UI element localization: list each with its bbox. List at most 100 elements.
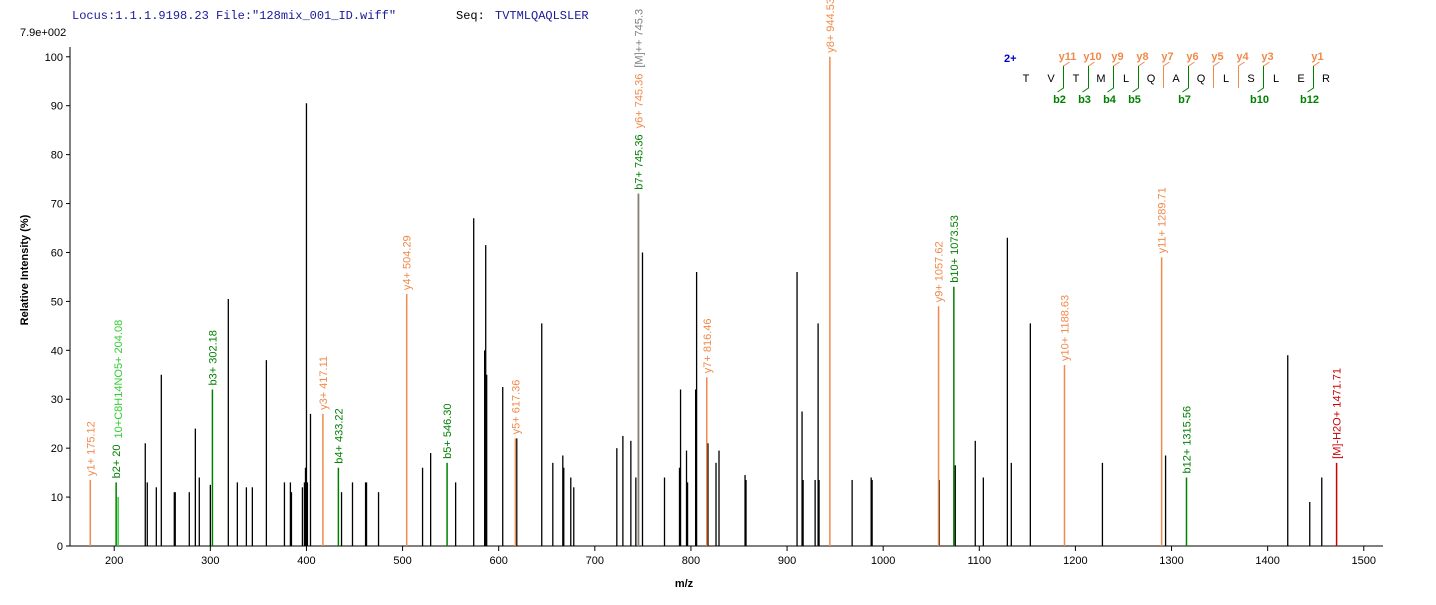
- peak-label: b2+ 20: [111, 444, 123, 478]
- x-tick-label: 1500: [1352, 555, 1376, 567]
- x-tick-label: 1400: [1255, 555, 1279, 567]
- y-ion: y5: [1211, 51, 1223, 63]
- y-ion: y8: [1136, 51, 1148, 63]
- residue: L: [1223, 73, 1229, 85]
- y-bracket: [1163, 61, 1170, 88]
- residue: V: [1047, 73, 1055, 85]
- x-tick-label: 300: [201, 555, 219, 567]
- peak-label: b5+ 546.30: [442, 403, 454, 458]
- b-ion: b5: [1128, 94, 1141, 106]
- x-tick-label: 1300: [1159, 555, 1183, 567]
- residue: Q: [1197, 73, 1206, 85]
- seq: TVTMLQAQLSLER: [495, 9, 589, 23]
- peak-label: b4+ 433.22: [333, 408, 345, 463]
- y-ion: y3: [1261, 51, 1273, 63]
- residue: M: [1096, 73, 1105, 85]
- x-tick-label: 600: [490, 555, 508, 567]
- peak-label: [M]++ 745.3: [633, 9, 645, 68]
- x-tick-label: 900: [778, 555, 796, 567]
- y-bracket: [1238, 61, 1245, 88]
- b-bracket: [1307, 66, 1314, 93]
- peak-label: y6+ 745.36: [633, 74, 645, 129]
- y-ion: y1: [1311, 51, 1323, 63]
- peak-label: y9+ 1057.62: [934, 241, 946, 302]
- peak-label: b12+ 1315.56: [1181, 406, 1193, 474]
- x-tick-label: 800: [682, 555, 700, 567]
- residue: L: [1273, 73, 1279, 85]
- y-ion: y9: [1111, 51, 1123, 63]
- y-tick-label: 90: [51, 101, 63, 113]
- y-bracket: [1188, 61, 1195, 88]
- y-bracket: [1263, 61, 1270, 88]
- y-bracket: [1063, 61, 1070, 88]
- seq-label: Seq:: [456, 9, 485, 23]
- b-bracket: [1107, 66, 1114, 93]
- b-ion: b10: [1250, 94, 1269, 106]
- y-ion: y4: [1236, 51, 1249, 63]
- x-tick-label: 700: [586, 555, 604, 567]
- y-bracket: [1138, 61, 1145, 88]
- peak-label: y10+ 1188.63: [1059, 295, 1071, 361]
- b-bracket: [1257, 66, 1264, 93]
- b-ion: b3: [1078, 94, 1091, 106]
- peak-label: y1+ 175.12: [85, 421, 97, 476]
- peak-label: y8+ 944.53: [825, 0, 837, 53]
- b-bracket: [1082, 66, 1089, 93]
- b-ion: b7: [1178, 94, 1191, 106]
- y-tick-label: 10: [51, 492, 63, 504]
- residue: E: [1297, 73, 1304, 85]
- y-tick-label: 50: [51, 296, 63, 308]
- peak-label: b7+ 745.36: [633, 134, 645, 189]
- x-tick-label: 1100: [967, 555, 991, 567]
- residue: T: [1023, 73, 1030, 85]
- peak-label: y7+ 816.46: [702, 318, 714, 373]
- x-tick-label: 1200: [1063, 555, 1087, 567]
- x-tick-label: 500: [393, 555, 411, 567]
- peak-label: [M]-H2O+ 1471.71: [1332, 368, 1344, 459]
- peak-label: b10+ 1073.53: [949, 215, 961, 283]
- y-bracket: [1088, 61, 1095, 88]
- residue: L: [1123, 73, 1129, 85]
- y-tick-label: 60: [51, 247, 63, 259]
- y-ion: y7: [1161, 51, 1173, 63]
- residue: R: [1322, 73, 1330, 85]
- x-tick-label: 400: [297, 555, 315, 567]
- y-bracket: [1213, 61, 1220, 88]
- b-bracket: [1057, 66, 1064, 93]
- y-ion: y11: [1059, 51, 1077, 63]
- y-ion: y6: [1186, 51, 1198, 63]
- y-tick-label: 100: [45, 52, 63, 64]
- peak-label: 10+C8H14NO5+ 204.08: [113, 320, 125, 439]
- y-bracket: [1113, 61, 1120, 88]
- y-tick-label: 30: [51, 394, 63, 406]
- b-bracket: [1182, 66, 1189, 93]
- b-ion: b2: [1053, 94, 1066, 106]
- y-tick-label: 70: [51, 199, 63, 211]
- charge: 2+: [1004, 53, 1017, 65]
- y-axis-title: Relative Intensity (%): [19, 214, 31, 325]
- y-tick-label: 80: [51, 150, 63, 162]
- y-tick-label: 20: [51, 443, 63, 455]
- peak-label: y4+ 504.29: [402, 235, 414, 290]
- x-tick-label: 1000: [871, 555, 895, 567]
- b-bracket: [1132, 66, 1139, 93]
- locus-file: Locus:1.1.1.9198.23 File:"128mix_001_ID.…: [72, 9, 396, 23]
- residue: Q: [1147, 73, 1156, 85]
- y-tick-label: 0: [57, 541, 63, 553]
- peak-label: y11+ 1289.71: [1157, 187, 1169, 253]
- y-ion: y10: [1083, 51, 1101, 63]
- b-ion: b12: [1300, 94, 1319, 106]
- peak-label: b3+ 302.18: [207, 330, 219, 385]
- x-axis-title: m/z: [675, 578, 694, 590]
- peak-label: y3+ 417.11: [318, 356, 330, 410]
- y-tick-label: 40: [51, 345, 63, 357]
- y-bracket: [1313, 61, 1320, 88]
- max-intensity: 7.9e+002: [20, 27, 66, 39]
- residue: A: [1172, 73, 1180, 85]
- x-tick-label: 200: [105, 555, 123, 567]
- b-ion: b4: [1103, 94, 1117, 106]
- residue: T: [1073, 73, 1080, 85]
- residue: S: [1247, 73, 1254, 85]
- peak-label: y5+ 617.36: [510, 380, 522, 435]
